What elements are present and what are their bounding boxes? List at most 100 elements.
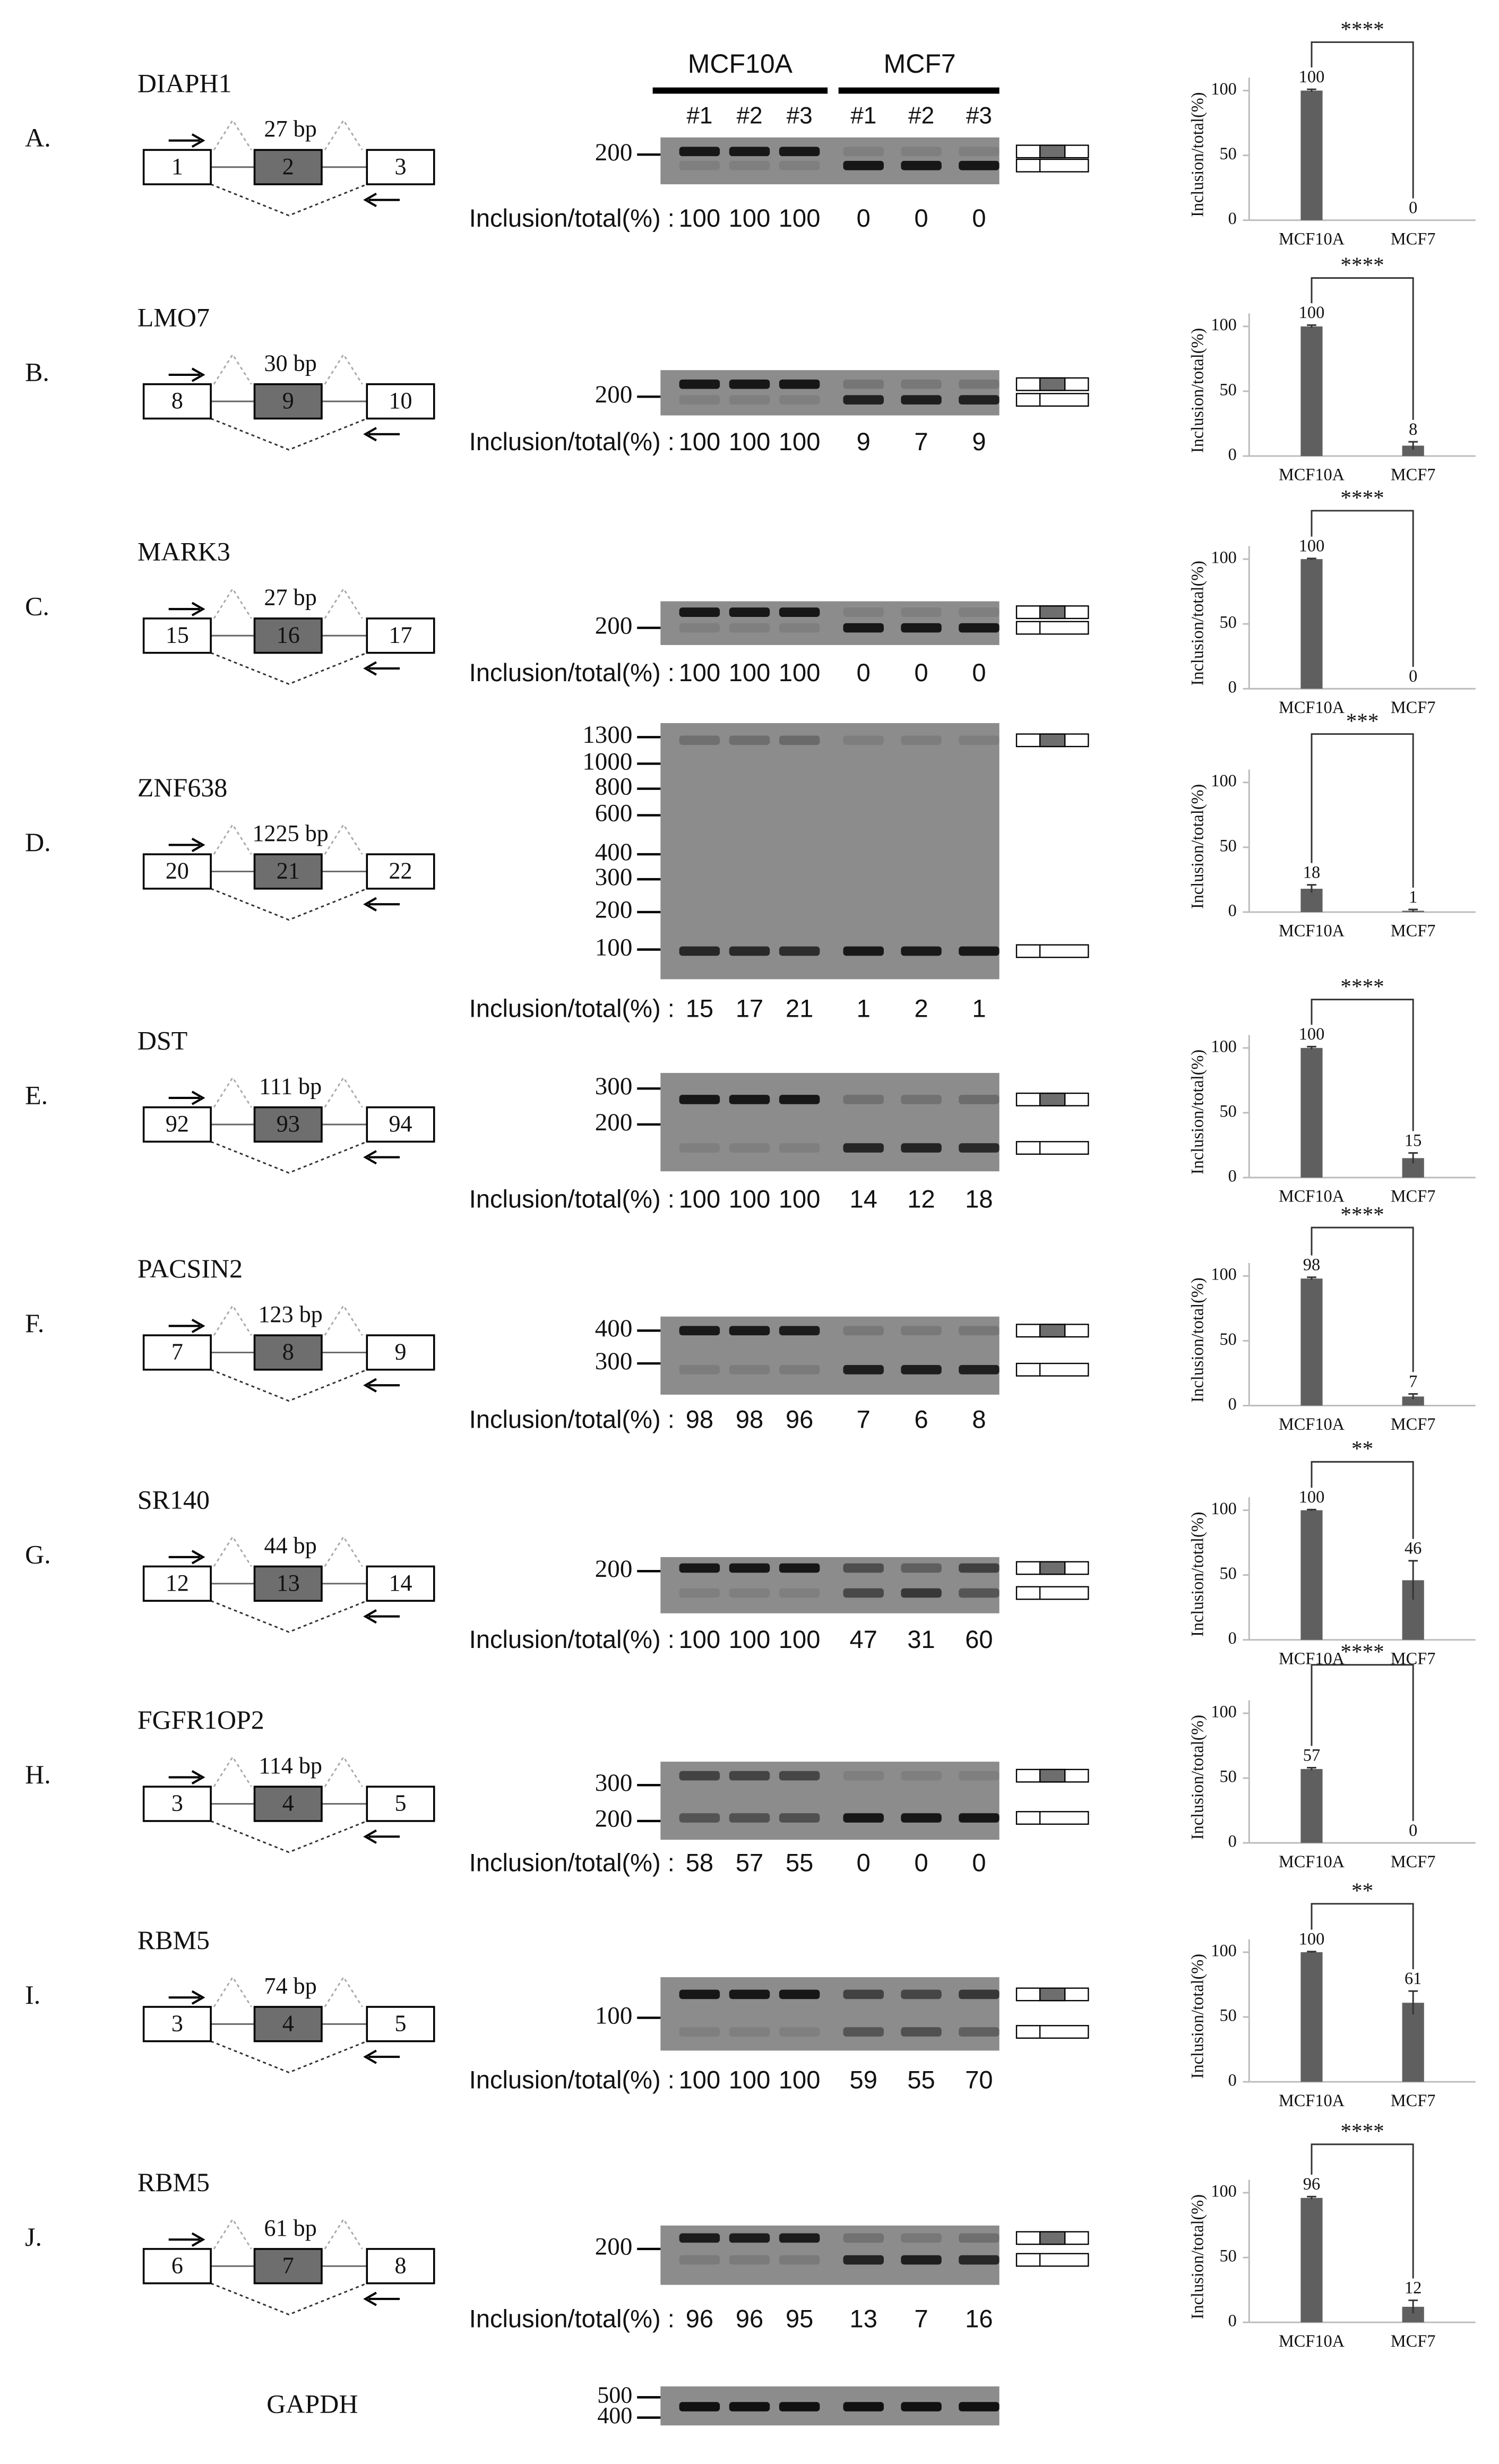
gene-name: PACSIN2 bbox=[137, 1254, 243, 1283]
marker-label: 1300 bbox=[582, 721, 632, 749]
band-inclusion bbox=[901, 147, 942, 157]
inclusion-value: 0 bbox=[857, 658, 871, 686]
band-inclusion bbox=[729, 735, 770, 745]
marker-label: 200 bbox=[595, 1805, 633, 1833]
insert-size: 27 bp bbox=[264, 585, 317, 611]
band-skip bbox=[679, 160, 720, 170]
inclusion-value: 0 bbox=[914, 1849, 928, 1877]
primer-forward bbox=[168, 837, 205, 852]
band-inclusion bbox=[679, 1095, 720, 1104]
band-skip bbox=[843, 395, 884, 405]
exon-icon bbox=[1039, 605, 1066, 620]
panel-label: B. bbox=[25, 357, 49, 387]
significance-bracket bbox=[1311, 999, 1414, 1131]
band-inclusion bbox=[729, 1989, 770, 1999]
exon-icon bbox=[1015, 393, 1089, 407]
splice-skip bbox=[210, 2282, 367, 2316]
y-tick-label: 0 bbox=[1228, 1394, 1237, 1413]
band-inclusion bbox=[843, 1095, 884, 1104]
inclusion-value: 100 bbox=[779, 427, 821, 456]
inclusion-value: 55 bbox=[786, 1849, 813, 1877]
y-tick-label: 100 bbox=[1211, 1499, 1237, 1518]
inclusion-label: Inclusion/total(%) : bbox=[469, 2066, 675, 2094]
marker-label: 300 bbox=[595, 1769, 633, 1797]
error-bar bbox=[1307, 884, 1316, 893]
inclusion-value: 100 bbox=[779, 658, 821, 686]
inclusion-value: 0 bbox=[972, 1849, 986, 1877]
y-tick-label: 50 bbox=[1219, 1101, 1236, 1120]
insert-size: 1225 bp bbox=[252, 820, 328, 846]
y-tick-label: 100 bbox=[1211, 1941, 1237, 1960]
bar bbox=[1300, 90, 1323, 220]
exon-icon bbox=[1015, 1141, 1089, 1155]
y-axis-label: Inclusion/total(%) bbox=[1188, 1050, 1207, 1174]
inclusion-value: 21 bbox=[786, 994, 813, 1023]
inclusion-value: 100 bbox=[779, 2066, 821, 2094]
x-tick-label: MCF10A bbox=[1279, 698, 1345, 717]
error-bar bbox=[1408, 908, 1418, 912]
exon bbox=[253, 1565, 323, 1602]
exon-icon bbox=[1039, 377, 1066, 391]
band-inclusion bbox=[779, 1326, 820, 1336]
band-inclusion bbox=[729, 1326, 770, 1336]
x-tick-label: MCF7 bbox=[1391, 2091, 1436, 2110]
band-inclusion bbox=[901, 1563, 942, 1573]
band-skip bbox=[729, 2027, 770, 2037]
y-tick-label: 50 bbox=[1219, 1329, 1236, 1349]
significance-bracket bbox=[1311, 1903, 1414, 1970]
inclusion-value: 100 bbox=[729, 204, 771, 232]
bar bbox=[1402, 445, 1424, 456]
significance-bracket bbox=[1311, 1461, 1414, 1539]
exon-icon bbox=[1015, 1586, 1089, 1600]
exon-icon bbox=[1039, 144, 1066, 159]
band-inclusion bbox=[843, 1771, 884, 1781]
band-inclusion bbox=[779, 1989, 820, 1999]
band bbox=[843, 2402, 884, 2411]
splice-skip bbox=[210, 1140, 367, 1174]
insert-size: 123 bp bbox=[259, 1301, 323, 1327]
exon bbox=[366, 617, 435, 654]
exon-icon bbox=[1039, 1324, 1066, 1338]
band-inclusion bbox=[729, 1771, 770, 1781]
primer-forward bbox=[168, 133, 205, 148]
value-label: 12 bbox=[1405, 2278, 1422, 2297]
inclusion-value: 60 bbox=[965, 1625, 993, 1653]
bar bbox=[1300, 1952, 1323, 2082]
insert-size: 44 bp bbox=[264, 1532, 317, 1558]
gene-name: LMO7 bbox=[137, 303, 210, 332]
y-axis-label: Inclusion/total(%) bbox=[1188, 1512, 1207, 1636]
exon-icon bbox=[1015, 2253, 1089, 2267]
inclusion-label: Inclusion/total(%) : bbox=[469, 427, 675, 456]
band-skip bbox=[679, 946, 720, 956]
exon-number: 2 bbox=[282, 153, 294, 179]
inclusion-value: 0 bbox=[914, 658, 928, 686]
exon-icon bbox=[1039, 1561, 1066, 1575]
marker-label: 300 bbox=[595, 1072, 633, 1100]
band-inclusion bbox=[843, 379, 884, 389]
error-bar bbox=[1408, 1560, 1418, 1600]
band-skip bbox=[679, 623, 720, 633]
y-tick-label: 100 bbox=[1211, 315, 1237, 334]
gene-name: FGFR1OP2 bbox=[137, 1705, 264, 1735]
inclusion-value: 9 bbox=[972, 427, 986, 456]
band-inclusion bbox=[959, 2233, 1000, 2243]
band-inclusion bbox=[729, 379, 770, 389]
band-inclusion bbox=[779, 1563, 820, 1573]
y-axis-label: Inclusion/total(%) bbox=[1188, 1954, 1207, 2079]
y-tick-label: 0 bbox=[1228, 2311, 1237, 2330]
band-inclusion bbox=[901, 1989, 942, 1999]
y-tick-label: 100 bbox=[1211, 79, 1237, 98]
error-bar bbox=[1408, 1990, 1418, 2015]
y-tick-label: 0 bbox=[1228, 1628, 1237, 1647]
y-tick-label: 50 bbox=[1219, 613, 1236, 632]
exon-number: 3 bbox=[171, 1790, 183, 1816]
inclusion-value: 0 bbox=[914, 204, 928, 232]
exon-number: 21 bbox=[277, 857, 300, 883]
band-skip bbox=[959, 1588, 1000, 1598]
lane-label: #3 bbox=[787, 102, 813, 128]
panel-label: D. bbox=[25, 827, 51, 857]
significance-bracket bbox=[1311, 41, 1414, 199]
x-tick-label: MCF7 bbox=[1391, 229, 1436, 248]
y-tick-label: 50 bbox=[1219, 836, 1236, 855]
exon-number: 9 bbox=[282, 388, 294, 414]
